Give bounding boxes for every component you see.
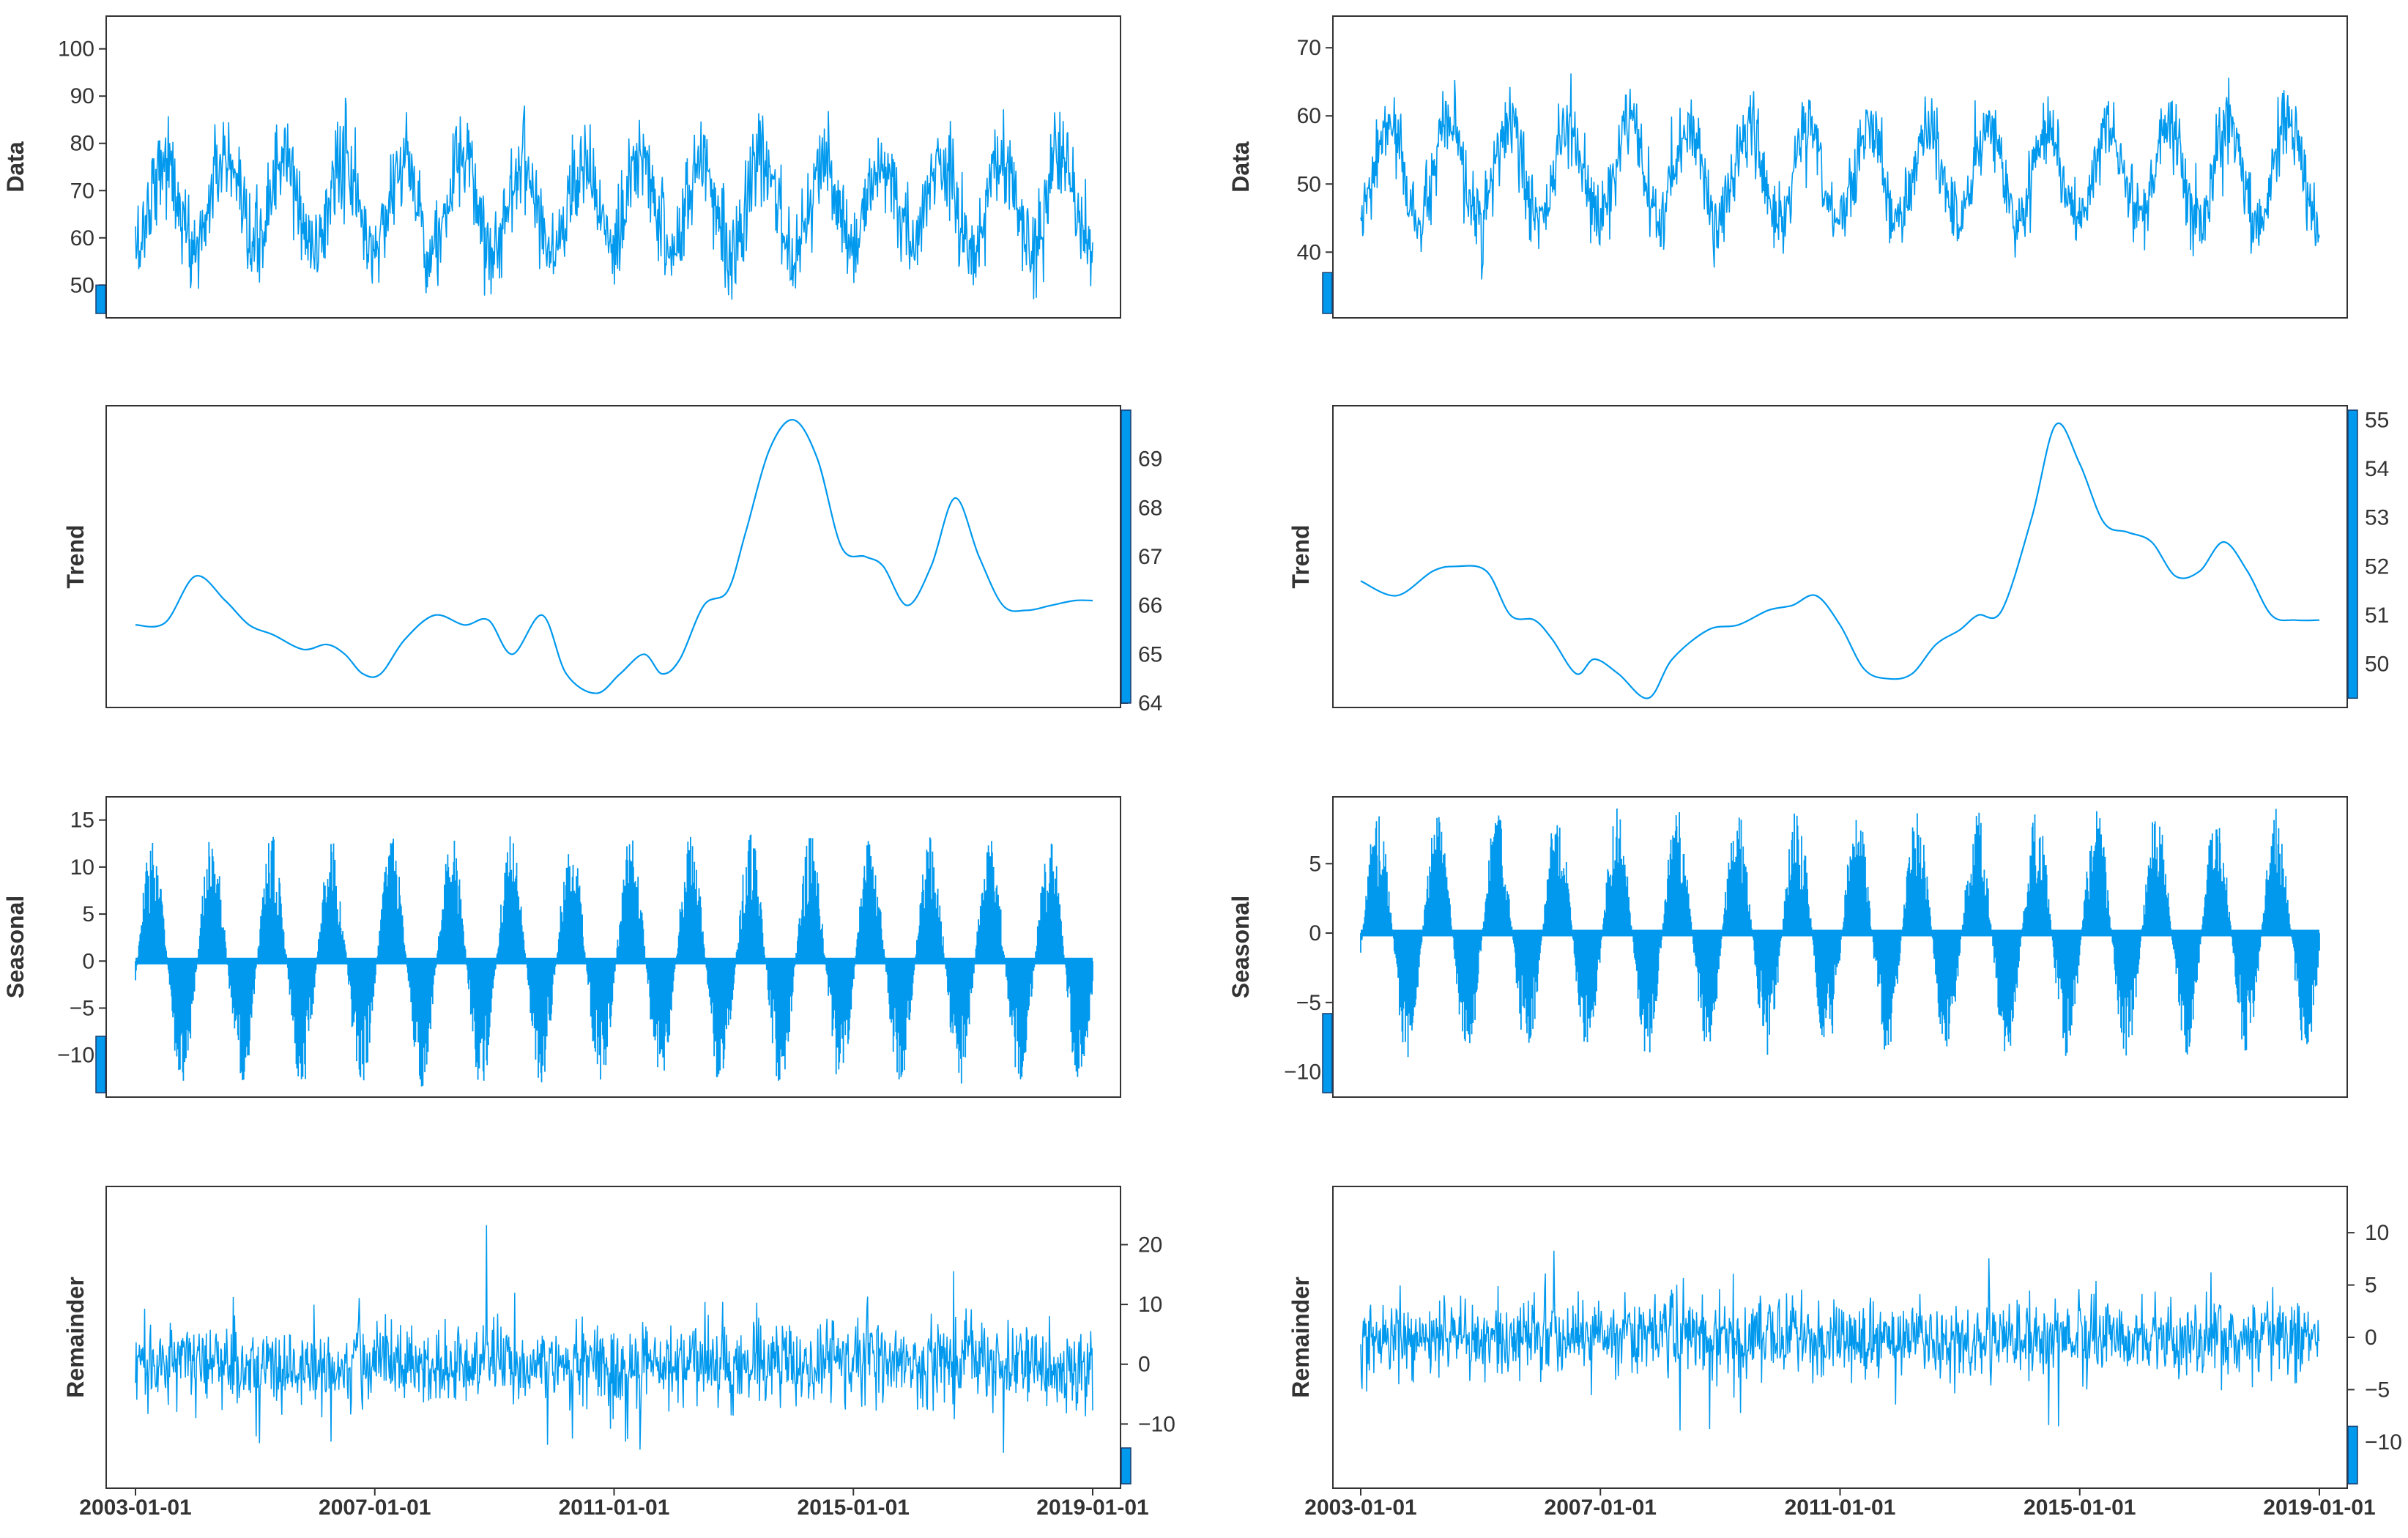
scale-bar <box>2347 409 2358 699</box>
x-tick-label: 2019-01-01 <box>2263 1496 2375 1520</box>
y-axis-label: Data <box>1227 141 1254 193</box>
y-tick-label: 10 <box>70 855 94 880</box>
panel-frame <box>105 796 1121 1098</box>
panel-trend: Trend 64 65 66 67 68 69 <box>62 405 1162 716</box>
y-tick-label: 51 <box>2365 603 2389 628</box>
y-tick-label: −5 <box>70 996 94 1020</box>
x-tick-label: 2011-01-01 <box>1785 1496 1896 1520</box>
y-tick-label: 60 <box>1297 104 1321 128</box>
chart-left: Data5060708090100Trend646566676869Season… <box>2 15 1175 1520</box>
scale-bar <box>95 284 106 314</box>
scale-bar <box>1121 1447 1131 1485</box>
y-tick-label: 5 <box>1309 852 1321 876</box>
scale-bar <box>1322 1013 1333 1093</box>
scale-bar <box>95 1036 106 1093</box>
y-tick-label: 40 <box>1297 240 1321 264</box>
y-axis-label: Seasonal <box>2 896 29 999</box>
y-tick-label: 10 <box>2365 1221 2389 1245</box>
y-tick-label: 20 <box>1138 1233 1162 1257</box>
y-tick-label: 69 <box>1138 447 1162 472</box>
panel-remainder: Remainder −10 0 10 20 2003-01-01 2007-01-01 201… <box>62 1186 1175 1520</box>
y-axis-label: Trend <box>1287 524 1314 588</box>
panel-trend: Trend 50 51 52 53 54 55 <box>1287 405 2389 708</box>
y-tick-label: 70 <box>1297 36 1321 60</box>
y-tick-label: −5 <box>1296 991 1321 1015</box>
panel-data: Data 40 50 60 70 <box>1227 15 2348 319</box>
y-tick-label: 67 <box>1138 545 1162 569</box>
y-tick-label: 65 <box>1138 642 1162 666</box>
y-tick-label: 0 <box>82 949 94 973</box>
series-line <box>1360 73 2320 280</box>
y-tick-label: −10 <box>57 1044 94 1068</box>
y-tick-label: 50 <box>1297 172 1321 196</box>
y-tick-label: 60 <box>70 226 94 250</box>
series-line <box>135 97 1093 300</box>
series-line <box>135 1225 1093 1453</box>
y-tick-label: 5 <box>82 902 94 926</box>
panel-frame <box>1332 796 2348 1098</box>
y-tick-label: 0 <box>2365 1326 2377 1350</box>
y-tick-label: −5 <box>2365 1378 2390 1402</box>
series-spikes <box>1360 809 2320 1058</box>
y-tick-label: 90 <box>70 84 94 108</box>
x-tick-label: 2019-01-01 <box>1036 1496 1148 1520</box>
y-tick-label: 54 <box>2365 457 2389 481</box>
y-tick-label: 68 <box>1138 496 1162 520</box>
x-tick-label: 2015-01-01 <box>2024 1496 2136 1520</box>
y-tick-label: 10 <box>1138 1293 1162 1317</box>
series-line <box>1360 422 2320 699</box>
y-tick-label: 0 <box>1309 921 1321 946</box>
y-tick-label: 80 <box>70 132 94 156</box>
scale-bar <box>2347 1425 2358 1485</box>
scale-bar <box>1322 272 1333 314</box>
chart-right: Data40506070Trend505152535455Seasonal−10… <box>1227 15 2402 1520</box>
y-tick-label: −10 <box>1284 1060 1321 1085</box>
y-tick-label: 64 <box>1138 691 1162 716</box>
y-axis-label: Seasonal <box>1227 896 1254 999</box>
panel-frame <box>105 15 1121 319</box>
y-tick-label: 100 <box>58 37 94 62</box>
y-tick-label: 5 <box>2365 1274 2377 1298</box>
series-spikes <box>135 834 1093 1087</box>
series-line <box>1360 1250 2320 1431</box>
y-axis-label: Data <box>2 141 29 193</box>
y-tick-label: −10 <box>1138 1412 1175 1436</box>
panel-seasonal: Seasonal −10 −5 0 5 10 15 <box>2 796 1121 1098</box>
chart-root: Data5060708090100Trend646566676869Season… <box>2 15 2402 1520</box>
x-tick-label: 2011-01-01 <box>559 1496 670 1520</box>
x-tick-label: 2007-01-01 <box>319 1496 431 1520</box>
x-tick-label: 2003-01-01 <box>79 1496 191 1520</box>
x-tick-label: 2007-01-01 <box>1545 1496 1657 1520</box>
panel-data: Data 50 60 70 80 90 100 <box>2 15 1121 319</box>
y-tick-label: 50 <box>2365 653 2389 677</box>
y-axis-label: Remainder <box>1287 1277 1314 1397</box>
y-axis-label: Remainder <box>62 1277 89 1397</box>
scale-bar <box>1121 409 1131 704</box>
panel-frame <box>1332 405 2348 708</box>
y-tick-label: 52 <box>2365 554 2389 579</box>
panel-remainder: Remainder −10 −5 0 5 10 2003-01-01 2007-01-01 20… <box>1287 1186 2402 1520</box>
y-tick-label: 15 <box>70 809 94 833</box>
panel-seasonal: Seasonal −10 −5 0 5 <box>1227 796 2348 1098</box>
y-tick-label: 66 <box>1138 594 1162 618</box>
x-tick-label: 2003-01-01 <box>1304 1496 1416 1520</box>
x-tick-label: 2015-01-01 <box>798 1496 910 1520</box>
y-tick-label: 0 <box>1138 1353 1151 1377</box>
series-line <box>135 419 1093 694</box>
y-tick-label: 55 <box>2365 408 2389 432</box>
y-tick-label: −10 <box>2365 1430 2402 1455</box>
y-tick-label: 50 <box>70 273 94 297</box>
y-axis-label: Trend <box>62 524 89 588</box>
panel-frame <box>1332 15 2348 319</box>
y-tick-label: 70 <box>70 179 94 203</box>
y-tick-label: 53 <box>2365 506 2389 530</box>
